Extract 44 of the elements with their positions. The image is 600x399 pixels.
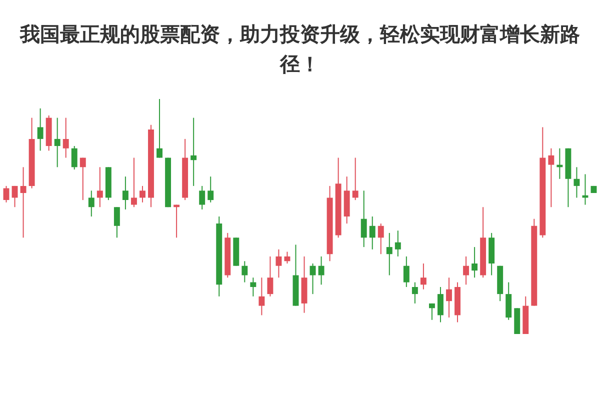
candlestick bbox=[250, 277, 256, 297]
candlestick bbox=[276, 248, 282, 278]
candlestick bbox=[352, 157, 358, 201]
candlestick bbox=[71, 146, 78, 170]
candlestick bbox=[506, 282, 512, 320]
candlestick bbox=[114, 206, 120, 238]
candlestick bbox=[37, 108, 44, 152]
candlestick bbox=[258, 277, 265, 316]
candlestick bbox=[242, 260, 248, 283]
candlestick bbox=[12, 185, 18, 208]
candlestick bbox=[438, 286, 444, 323]
candlestick bbox=[318, 256, 324, 286]
candlestick bbox=[88, 190, 94, 217]
candlestick bbox=[54, 117, 60, 168]
candlestick bbox=[62, 117, 69, 158]
candlestick bbox=[378, 223, 384, 255]
candlestick bbox=[420, 263, 426, 290]
candlestick bbox=[472, 246, 478, 278]
candlestick bbox=[190, 117, 197, 186]
candlestick bbox=[428, 302, 435, 320]
candlestick bbox=[386, 232, 392, 276]
candlestick bbox=[394, 230, 401, 257]
candlestick bbox=[3, 185, 10, 203]
candlestick bbox=[463, 256, 470, 286]
candlestick bbox=[96, 166, 103, 208]
candlestick bbox=[412, 282, 418, 304]
candlestick bbox=[140, 185, 146, 203]
candlestick bbox=[446, 277, 452, 318]
candlestick bbox=[208, 176, 214, 203]
candlestick bbox=[130, 157, 137, 208]
candlestick bbox=[267, 256, 274, 297]
candlestick bbox=[310, 263, 316, 295]
candlestick bbox=[574, 166, 580, 198]
candlestick bbox=[360, 190, 367, 248]
candlestick bbox=[548, 148, 554, 208]
candlestick bbox=[20, 166, 26, 238]
candlestick bbox=[199, 185, 206, 210]
candlestick bbox=[122, 176, 128, 210]
candlestick bbox=[403, 256, 410, 288]
candlestick bbox=[156, 98, 162, 158]
candlestick bbox=[80, 157, 86, 201]
chart-title: 我国最正规的股票配资，助力投资升级，轻松实现财富增长新路径！ bbox=[19, 22, 580, 76]
candlestick bbox=[369, 216, 376, 250]
candlestick bbox=[284, 251, 290, 264]
